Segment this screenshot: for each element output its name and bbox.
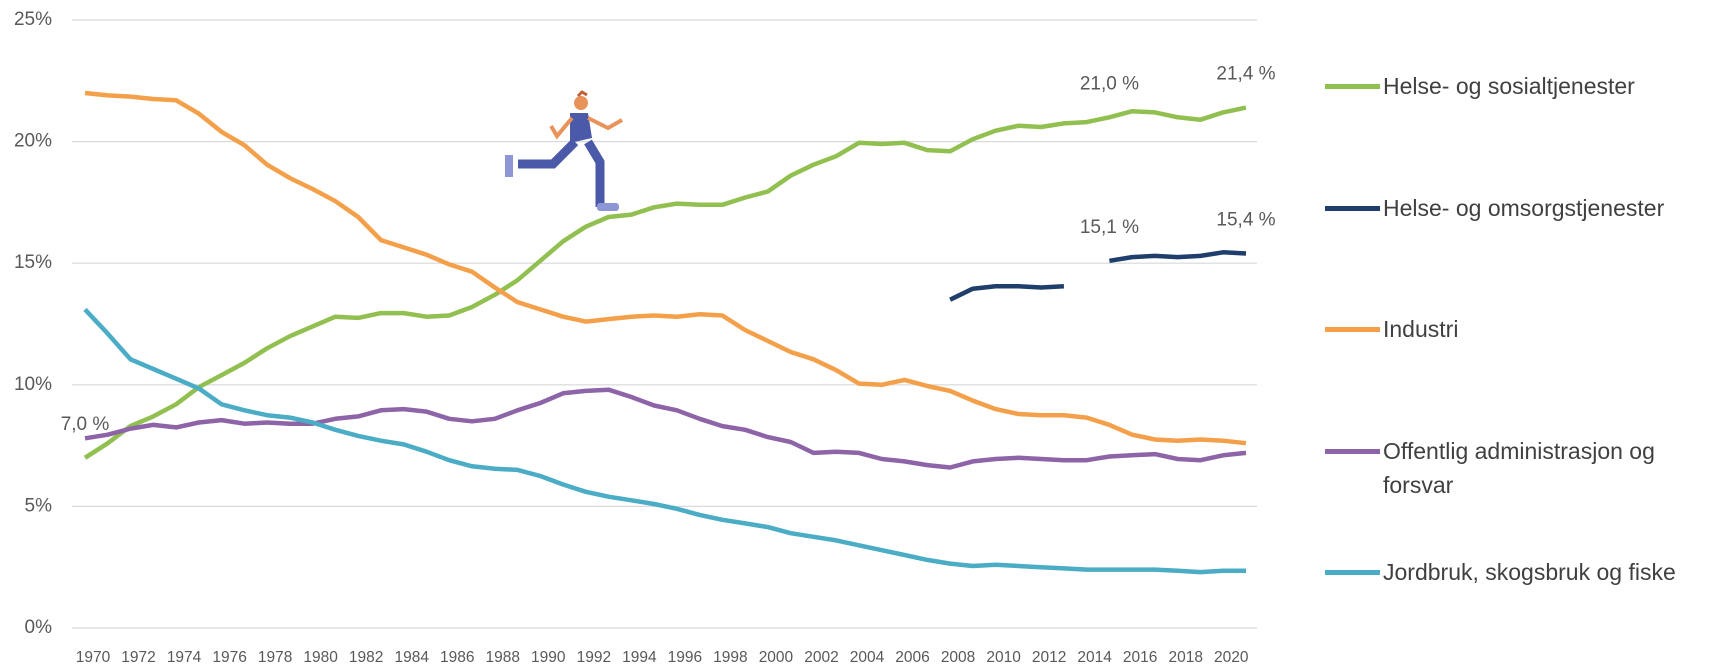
x-tick-label: 1990 xyxy=(531,649,566,666)
runner-illustration xyxy=(505,90,623,211)
data-label: 15,1 % xyxy=(1080,217,1139,238)
x-tick-label: 1980 xyxy=(303,649,338,666)
x-tick-label: 1988 xyxy=(486,649,520,666)
y-tick-label: 10% xyxy=(14,374,52,395)
x-tick-label: 2010 xyxy=(986,649,1021,666)
y-tick-label: 25% xyxy=(14,9,52,30)
y-tick-label: 5% xyxy=(25,495,53,516)
x-tick-label: 2020 xyxy=(1214,649,1249,666)
x-tick-label: 2008 xyxy=(941,649,975,666)
x-tick-label: 1994 xyxy=(622,649,657,666)
data-label: 7,0 % xyxy=(61,414,110,435)
y-tick-label: 15% xyxy=(14,252,52,273)
x-tick-label: 2006 xyxy=(895,649,929,666)
x-tick-label: 2012 xyxy=(1032,649,1066,666)
data-label: 15,4 % xyxy=(1216,209,1275,230)
x-tick-label: 2018 xyxy=(1168,649,1202,666)
series-line xyxy=(84,387,1247,470)
x-tick-label: 1984 xyxy=(394,649,429,666)
legend-item: Industri xyxy=(1325,312,1723,346)
series-line xyxy=(949,250,1247,302)
series-line xyxy=(83,105,1247,460)
x-tick-label: 1976 xyxy=(212,649,246,666)
legend-label: Offentlig administrasjon og forsvar xyxy=(1383,438,1655,498)
x-tick-label: 1972 xyxy=(121,649,155,666)
data-label: 21,4 % xyxy=(1216,64,1275,85)
x-tick-label: 1974 xyxy=(167,649,202,666)
x-tick-label: 2002 xyxy=(804,649,838,666)
legend-swatch xyxy=(1325,84,1380,89)
x-tick-label: 1986 xyxy=(440,649,474,666)
legend-label: Helse- og omsorgstjenester xyxy=(1383,195,1665,221)
legend-swatch xyxy=(1325,570,1380,575)
legend-item: Offentlig administrasjon og forsvar xyxy=(1325,434,1723,502)
series-line xyxy=(84,90,1247,446)
y-tick-label: 20% xyxy=(14,131,52,152)
x-tick-label: 2014 xyxy=(1077,649,1112,666)
x-tick-label: 1996 xyxy=(668,649,702,666)
legend-item: Jordbruk, skogsbruk og fiske xyxy=(1325,555,1723,589)
x-tick-label: 2000 xyxy=(759,649,794,666)
legend-label: Helse- og sosialtjenester xyxy=(1383,73,1635,99)
legend-swatch xyxy=(1325,327,1380,332)
x-tick-label: 1978 xyxy=(258,649,292,666)
x-tick-label: 2016 xyxy=(1123,649,1157,666)
x-tick-label: 2004 xyxy=(850,649,885,666)
x-tick-label: 1998 xyxy=(713,649,747,666)
x-tick-label: 1992 xyxy=(577,649,611,666)
series-line xyxy=(83,307,1246,575)
x-tick-label: 1970 xyxy=(76,649,111,666)
legend-item: Helse- og omsorgstjenester xyxy=(1325,191,1723,225)
legend-item: Helse- og sosialtjenester xyxy=(1325,69,1723,103)
legend-label: Industri xyxy=(1383,316,1459,342)
legend-swatch xyxy=(1325,206,1380,211)
legend-swatch xyxy=(1325,449,1380,454)
y-tick-label: 0% xyxy=(25,617,53,638)
legend-label: Jordbruk, skogsbruk og fiske xyxy=(1383,559,1676,585)
data-label: 21,0 % xyxy=(1080,73,1139,94)
x-tick-label: 1982 xyxy=(349,649,383,666)
